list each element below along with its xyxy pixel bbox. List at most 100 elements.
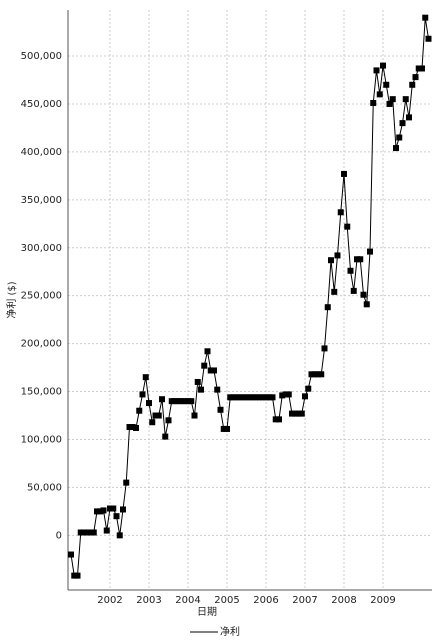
- point-marker: [328, 257, 334, 264]
- point-marker: [357, 256, 364, 263]
- point-marker: [181, 398, 188, 405]
- point-marker: [230, 394, 237, 401]
- point-marker: [406, 114, 412, 121]
- point-marker: [175, 398, 182, 405]
- point-marker: [227, 394, 234, 401]
- point-marker: [133, 424, 139, 431]
- point-marker: [279, 392, 286, 399]
- point-marker: [68, 551, 74, 558]
- x-tick-label: 2003: [136, 595, 161, 606]
- legend-label: 净利: [220, 625, 240, 638]
- point-marker: [123, 479, 130, 486]
- point-marker: [155, 412, 162, 419]
- point-marker: [389, 96, 396, 103]
- point-marker: [311, 371, 318, 378]
- point-marker: [331, 288, 338, 295]
- point-marker: [159, 396, 165, 403]
- point-marker: [172, 398, 178, 405]
- point-marker: [341, 170, 347, 177]
- point-marker: [71, 572, 78, 579]
- point-marker: [360, 291, 367, 298]
- point-marker: [129, 424, 136, 431]
- point-marker: [412, 74, 419, 81]
- y-tick-label: 500,000: [21, 51, 62, 62]
- point-marker: [250, 394, 256, 401]
- x-tick-label: 2008: [331, 595, 356, 606]
- point-marker: [298, 410, 305, 417]
- point-marker: [256, 394, 263, 401]
- x-tick-label: 2004: [175, 595, 200, 606]
- point-marker: [253, 394, 260, 401]
- point-marker: [308, 371, 315, 378]
- point-marker: [318, 371, 325, 378]
- y-tick-label: 100,000: [21, 434, 62, 445]
- y-tick-label: 400,000: [21, 147, 62, 158]
- point-marker: [103, 527, 110, 534]
- point-marker: [409, 81, 416, 88]
- point-marker: [74, 572, 81, 579]
- point-marker: [198, 386, 204, 393]
- point-marker: [363, 301, 370, 308]
- point-marker: [107, 505, 113, 512]
- y-tick-label: 250,000: [21, 291, 62, 302]
- point-marker: [350, 287, 357, 294]
- point-marker: [367, 248, 373, 255]
- x-tick-label: 2009: [370, 595, 395, 606]
- point-marker: [295, 410, 302, 417]
- point-marker: [233, 394, 240, 401]
- point-marker: [188, 398, 195, 405]
- point-marker: [165, 417, 172, 424]
- point-marker: [415, 65, 422, 72]
- point-marker: [324, 304, 331, 311]
- point-marker: [120, 506, 126, 513]
- y-tick-label: 200,000: [21, 339, 62, 350]
- point-marker: [87, 529, 94, 536]
- point-marker: [116, 532, 123, 539]
- point-marker: [152, 412, 159, 419]
- point-marker: [305, 385, 312, 392]
- y-tick-label: 0: [56, 530, 62, 541]
- point-marker: [81, 529, 87, 536]
- point-marker: [263, 394, 269, 401]
- point-marker: [380, 62, 386, 69]
- point-marker: [149, 419, 156, 426]
- point-marker: [126, 424, 133, 431]
- point-marker: [402, 96, 409, 103]
- point-marker: [393, 145, 399, 152]
- x-axis-title: 日期: [197, 606, 217, 618]
- x-tick-label: 2007: [292, 595, 317, 606]
- point-marker: [142, 374, 149, 381]
- point-marker: [220, 425, 227, 432]
- point-marker: [376, 91, 383, 98]
- x-tick-label: 2005: [214, 595, 239, 606]
- point-marker: [321, 345, 328, 352]
- point-marker: [315, 371, 321, 378]
- x-tick-label: 2006: [253, 595, 278, 606]
- point-marker: [246, 394, 253, 401]
- point-marker: [84, 529, 91, 536]
- point-marker: [94, 508, 100, 515]
- point-marker: [266, 394, 273, 401]
- point-marker: [419, 65, 425, 72]
- point-marker: [211, 367, 217, 374]
- point-marker: [422, 14, 429, 21]
- point-marker: [373, 67, 380, 74]
- y-tick-label: 150,000: [21, 387, 62, 398]
- point-marker: [370, 99, 377, 106]
- y-tick-label: 450,000: [21, 99, 62, 110]
- point-marker: [204, 348, 211, 355]
- point-marker: [207, 367, 214, 374]
- point-marker: [194, 378, 201, 385]
- y-axis-title: 净利 ($): [5, 281, 18, 318]
- point-marker: [146, 400, 152, 407]
- point-marker: [237, 394, 243, 401]
- point-marker: [269, 394, 276, 401]
- point-marker: [110, 505, 117, 512]
- point-marker: [162, 433, 169, 440]
- point-marker: [285, 391, 292, 398]
- x-tick-label: 2002: [97, 595, 122, 606]
- point-marker: [272, 416, 279, 423]
- point-marker: [113, 513, 120, 520]
- point-marker: [139, 391, 146, 398]
